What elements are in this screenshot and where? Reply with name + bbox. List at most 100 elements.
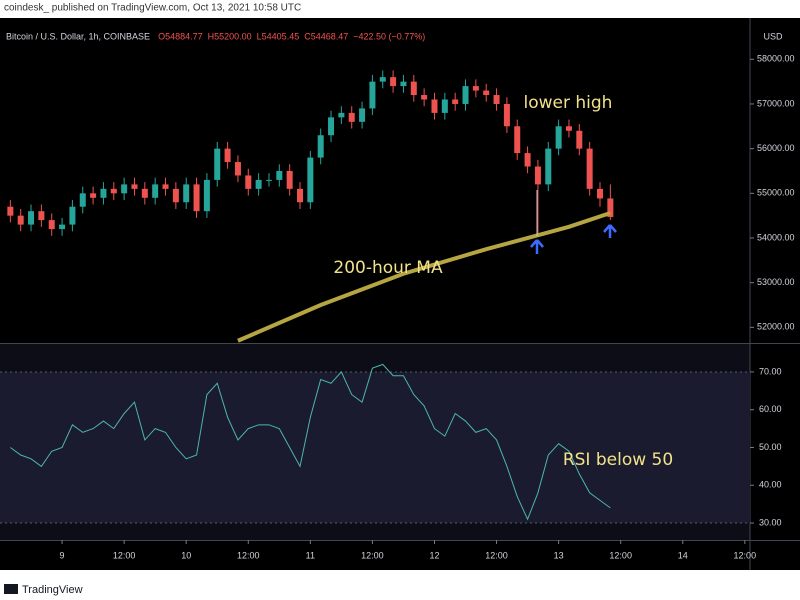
x-tick-label: 12:00	[361, 550, 384, 560]
candle-body	[162, 184, 169, 189]
candle-body	[400, 81, 407, 87]
y-tick-label: 56000.00	[757, 143, 795, 153]
candle-body	[390, 77, 397, 87]
y-tick-label: 50.00	[759, 442, 782, 452]
candle-body	[586, 148, 593, 189]
candle-body	[555, 126, 562, 149]
candle-body	[472, 86, 479, 91]
rsi-line	[10, 363, 611, 521]
y-tick-label: 53000.00	[757, 277, 795, 287]
rsi-band	[0, 371, 750, 524]
y-tick-label: 57000.00	[757, 98, 795, 108]
x-tick-label: 12:00	[113, 550, 136, 560]
chart-title: Bitcoin / U.S. Dollar, 1h, COINBASE	[6, 31, 150, 41]
candle-body	[183, 184, 190, 203]
logo-icon	[4, 584, 18, 594]
annotation: RSI below 50	[563, 450, 673, 470]
x-tick-label: 13	[554, 550, 564, 560]
header-text: coindesk_ published on TradingView.com, …	[4, 3, 301, 14]
candle-body	[328, 117, 335, 136]
candle-body	[141, 188, 148, 198]
candle-body	[545, 148, 552, 185]
candle-body	[503, 103, 510, 127]
annotation: lower high	[524, 93, 613, 113]
candle-body	[317, 135, 324, 158]
arrow-icon	[603, 224, 617, 238]
candle-body	[514, 126, 521, 154]
x-tick-label: 12:00	[609, 550, 632, 560]
moving-average	[237, 211, 611, 343]
candle-body	[214, 148, 221, 180]
candle-body	[421, 95, 428, 100]
x-tick-label: 10	[181, 550, 191, 560]
annotation: 200-hour MA	[333, 258, 443, 278]
x-tick-label: 11	[306, 550, 315, 560]
candle-body	[359, 108, 366, 122]
y-tick-label: 40.00	[759, 480, 782, 490]
candle-body	[203, 179, 210, 212]
x-tick-label: 9	[60, 550, 65, 560]
x-tick-label: 12:00	[485, 550, 508, 560]
price-pane	[7, 70, 614, 343]
candle-body	[607, 198, 614, 218]
footer-bar	[0, 570, 800, 600]
legend-value: H55200.00	[208, 31, 252, 41]
candle-body	[276, 170, 283, 180]
x-tick-label: 14	[678, 550, 688, 560]
candle-body	[431, 99, 438, 113]
candle-body	[131, 184, 138, 189]
candle-body	[307, 157, 314, 203]
x-tick-label: 12	[429, 550, 439, 560]
candle-body	[224, 148, 231, 163]
legend-value: L54405.45	[257, 31, 300, 41]
candle-body	[534, 166, 541, 185]
candle-body	[441, 99, 448, 113]
candle-body	[297, 188, 303, 203]
candle-body	[38, 211, 45, 221]
header-bar	[0, 0, 800, 18]
y-tick-label: 70.00	[759, 366, 782, 376]
candle-body	[48, 220, 55, 230]
candle-body	[379, 77, 386, 82]
candle-body	[576, 130, 583, 149]
x-tick-label: 12:00	[237, 550, 260, 560]
candle-body	[452, 99, 459, 104]
candle-body	[152, 184, 159, 198]
currency-label: USD	[763, 31, 783, 41]
candle-body	[597, 188, 603, 199]
x-tick-label: 12:00	[734, 550, 757, 560]
candle-body	[410, 81, 417, 96]
rsi-pane	[0, 363, 750, 524]
y-tick-label: 52000.00	[757, 322, 795, 332]
y-tick-label: 30.00	[759, 517, 782, 527]
candle-body	[90, 193, 97, 198]
candle-body	[110, 188, 117, 194]
arrow-icon	[530, 239, 544, 254]
candle-body	[462, 86, 469, 104]
candle-body	[234, 162, 241, 176]
candle-body	[255, 179, 262, 189]
candle-body	[100, 188, 107, 198]
y-tick-label: 54000.00	[757, 232, 795, 242]
y-tick-label: 58000.00	[757, 54, 795, 64]
legend-value: −422.50 (−0.77%)	[353, 31, 425, 41]
candle-body	[338, 112, 345, 118]
y-tick-label: 60.00	[759, 404, 782, 414]
candle-body	[79, 193, 86, 207]
candle-body	[565, 126, 572, 131]
candle-body	[265, 179, 272, 181]
candle-body	[369, 81, 376, 109]
candle-body	[28, 211, 35, 225]
candle-body	[193, 184, 200, 212]
candle-body	[245, 175, 252, 189]
candle-body	[59, 224, 66, 230]
candle-body	[348, 112, 355, 122]
candle-body	[121, 184, 128, 194]
footer-logo: TradingView	[22, 584, 83, 596]
candle-body	[483, 90, 490, 96]
candle-body	[7, 206, 14, 216]
y-tick-label: 55000.00	[757, 188, 795, 198]
candle-body	[493, 95, 500, 104]
candle-body	[286, 170, 293, 189]
